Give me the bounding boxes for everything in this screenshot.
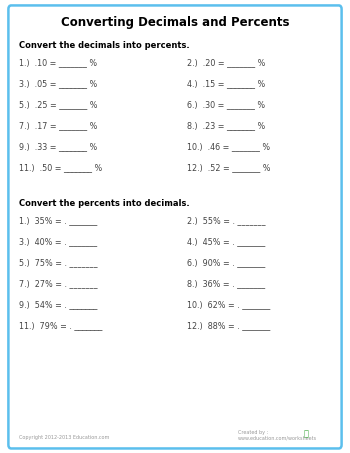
Text: 11.)  79% = . _______: 11.) 79% = . _______ [19,322,103,330]
Text: Copyright 2012-2013 Education.com: Copyright 2012-2013 Education.com [19,435,110,440]
Text: 6.)  90% = . _______: 6.) 90% = . _______ [187,258,266,267]
Text: www.education.com/worksheets: www.education.com/worksheets [238,435,317,440]
Text: 🌿: 🌿 [304,429,309,439]
Text: 1.)  35% = . _______: 1.) 35% = . _______ [19,216,98,225]
Text: 9.)  54% = . _______: 9.) 54% = . _______ [19,300,98,309]
Text: Convert the percents into decimals.: Convert the percents into decimals. [19,199,190,208]
Text: 12.)  88% = . _______: 12.) 88% = . _______ [187,322,271,330]
Text: 8.)  36% = . _______: 8.) 36% = . _______ [187,279,265,288]
Text: 2.)  .20 = _______ %: 2.) .20 = _______ % [187,58,266,67]
Text: 2.)  55% = . _______: 2.) 55% = . _______ [187,216,266,225]
Text: 11.)  .50 = _______ %: 11.) .50 = _______ % [19,164,103,172]
Text: 7.)  27% = . _______: 7.) 27% = . _______ [19,279,98,288]
Text: Convert the decimals into percents.: Convert the decimals into percents. [19,41,190,50]
Text: 5.)  75% = . _______: 5.) 75% = . _______ [19,258,98,267]
Text: Converting Decimals and Percents: Converting Decimals and Percents [61,16,289,29]
Text: 6.)  .30 = _______ %: 6.) .30 = _______ % [187,100,265,109]
Text: 1.)  .10 = _______ %: 1.) .10 = _______ % [19,58,97,67]
Text: 12.)  .52 = _______ %: 12.) .52 = _______ % [187,164,271,172]
Text: 9.)  .33 = _______ %: 9.) .33 = _______ % [19,142,98,151]
Text: 10.)  .46 = _______ %: 10.) .46 = _______ % [187,142,270,151]
Text: 7.)  .17 = _______ %: 7.) .17 = _______ % [19,121,98,130]
Text: 4.)  .15 = _______ %: 4.) .15 = _______ % [187,79,266,88]
FancyBboxPatch shape [8,5,342,448]
Text: 4.)  45% = . _______: 4.) 45% = . _______ [187,237,266,246]
Text: 3.)  .05 = _______ %: 3.) .05 = _______ % [19,79,98,88]
Text: 3.)  40% = . _______: 3.) 40% = . _______ [19,237,97,246]
Text: Created by :: Created by : [238,430,268,435]
Text: 8.)  .23 = _______ %: 8.) .23 = _______ % [187,121,266,130]
Text: 10.)  62% = . _______: 10.) 62% = . _______ [187,300,271,309]
Text: 5.)  .25 = _______ %: 5.) .25 = _______ % [19,100,98,109]
